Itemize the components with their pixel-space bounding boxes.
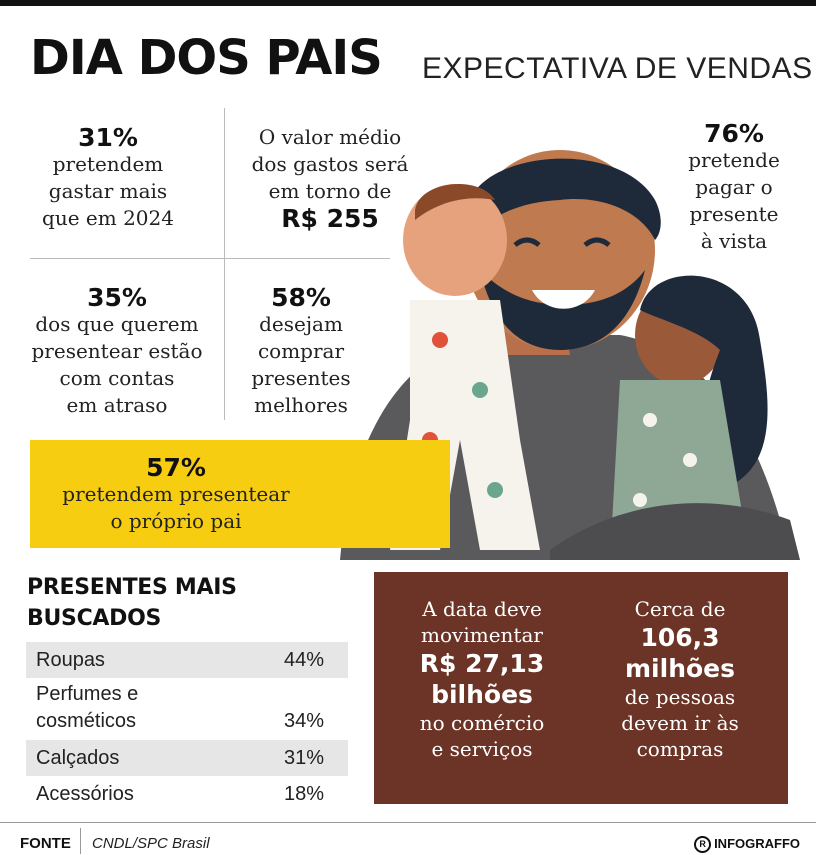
stat-text: presentear estão — [31, 339, 203, 363]
gift-label: Calçados — [36, 747, 120, 769]
gifts-title-line: BUSCADOS — [27, 606, 162, 631]
gift-percent: 34% — [283, 710, 324, 732]
economy-revenue: A data deve movimentar R$ 27,13 bilhões … — [396, 596, 568, 762]
stat-late-bills: 35% dos que querem presentear estão com … — [22, 284, 212, 419]
economy-text: movimentar — [421, 623, 543, 647]
stat-spend-more: 31% pretendem gastar mais que em 2024 — [30, 124, 186, 232]
gifts-title-line: PRESENTES MAIS — [27, 575, 237, 600]
gift-label: cosméticos — [36, 710, 137, 732]
stat-text: em torno de — [268, 179, 392, 203]
gift-percent: 18% — [283, 783, 324, 805]
economy-text: compras — [636, 737, 724, 761]
registered-icon: R — [694, 836, 712, 854]
stat-text: comprar — [257, 339, 345, 363]
page-subtitle: EXPECTATIVA DE VENDAS — [422, 52, 813, 85]
economy-text: devem ir às — [621, 711, 739, 735]
source-label: FONTE — [20, 835, 71, 852]
table-row: Calçados 31% — [26, 740, 348, 776]
stat-text: melhores — [254, 393, 348, 417]
gift-percent: 31% — [283, 747, 324, 769]
stat-text: O valor médio — [258, 125, 402, 149]
economy-box: A data deve movimentar R$ 27,13 bilhões … — [374, 572, 788, 804]
stat-value: 76% — [704, 119, 764, 148]
stat-text: gastar mais — [48, 179, 168, 203]
stat-value: 58% — [271, 283, 331, 312]
table-row: Roupas 44% — [26, 642, 348, 678]
economy-text: A data deve — [422, 597, 542, 621]
brand-name: INFOGRAFFO — [714, 836, 800, 851]
footer-divider — [0, 822, 816, 823]
stat-text: à vista — [700, 229, 768, 253]
stat-text: desejam — [259, 312, 343, 336]
stat-text: dos que querem — [35, 312, 199, 336]
stat-own-father: 57% pretendem presentear o próprio pai — [40, 454, 312, 535]
economy-value: bilhões — [431, 680, 533, 709]
grid-divider-horizontal — [30, 258, 390, 259]
top-rule — [0, 0, 816, 6]
footer-separator — [80, 828, 81, 854]
gift-label: Acessórios — [36, 783, 134, 805]
father-children-illustration — [340, 150, 800, 560]
stat-pay-cash: 76% pretende pagar o presente à vista — [664, 120, 804, 255]
economy-value: R$ 27,13 — [419, 649, 545, 678]
economy-text: de pessoas — [624, 685, 736, 709]
economy-text: Cerca de — [634, 597, 726, 621]
economy-people: Cerca de 106,3 milhões de pessoas devem … — [594, 596, 766, 762]
gift-label: Perfumes e — [36, 683, 139, 705]
stat-text: presente — [689, 202, 779, 226]
stat-text: presentes — [251, 366, 351, 390]
stat-text: dos gastos será — [251, 152, 409, 176]
table-row: Perfumes e cosméticos 34% — [26, 680, 348, 738]
page-title: DIA DOS PAIS — [30, 30, 383, 86]
stat-value: 31% — [78, 123, 138, 152]
stat-value: R$ 255 — [281, 204, 379, 233]
brand-logo: R INFOGRAFFO — [694, 836, 800, 854]
stat-value: 35% — [87, 283, 147, 312]
gift-percent: 44% — [283, 649, 324, 671]
economy-text: no comércio — [419, 711, 545, 735]
stat-text: pretendem — [52, 152, 164, 176]
gifts-title: PRESENTES MAIS BUSCADOS — [27, 572, 237, 634]
stat-text: o próprio pai — [110, 509, 242, 533]
stat-average-spend: O valor médio dos gastos será em torno d… — [240, 124, 420, 232]
source-name: CNDL/SPC Brasil — [92, 835, 210, 852]
stat-text: com contas — [59, 366, 175, 390]
highlight-box — [30, 440, 450, 548]
gift-label: Roupas — [36, 649, 105, 671]
stat-text: em atraso — [66, 393, 168, 417]
stat-better-gifts: 58% desejam comprar presentes melhores — [236, 284, 366, 419]
economy-value: 106,3 — [640, 623, 720, 652]
stat-text: pagar o — [695, 175, 773, 199]
stat-text: pretende — [688, 148, 780, 172]
table-row: Acessórios 18% — [26, 777, 348, 813]
stat-text: que em 2024 — [42, 206, 174, 230]
economy-value: milhões — [625, 654, 735, 683]
stat-value: 57% — [146, 453, 206, 482]
stat-text: pretendem presentear — [62, 482, 290, 506]
economy-text: e serviços — [431, 737, 533, 761]
grid-divider-vertical — [224, 108, 225, 420]
